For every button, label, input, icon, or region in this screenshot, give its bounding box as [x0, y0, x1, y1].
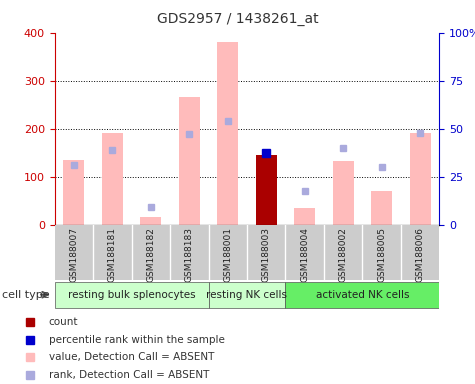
Bar [179, 98, 200, 225]
Text: value, Detection Call = ABSENT: value, Detection Call = ABSENT [48, 353, 214, 362]
Text: percentile rank within the sample: percentile rank within the sample [48, 334, 225, 344]
Bar [256, 155, 277, 225]
Bar [332, 161, 354, 225]
Text: GSM188182: GSM188182 [146, 227, 155, 282]
Bar [409, 134, 431, 225]
Text: rank, Detection Call = ABSENT: rank, Detection Call = ABSENT [48, 370, 209, 380]
Text: GSM188005: GSM188005 [377, 227, 386, 282]
Text: GSM188003: GSM188003 [262, 227, 271, 282]
Bar [55, 282, 209, 308]
Text: resting NK cells: resting NK cells [207, 290, 287, 300]
Text: GSM188007: GSM188007 [69, 227, 78, 282]
Text: GSM188004: GSM188004 [300, 227, 309, 282]
Text: GSM188001: GSM188001 [223, 227, 232, 282]
Bar [294, 208, 315, 225]
Bar [285, 282, 439, 308]
Text: GSM188181: GSM188181 [108, 227, 117, 282]
Bar [209, 282, 285, 308]
Text: activated NK cells: activated NK cells [316, 290, 409, 300]
Bar [256, 155, 277, 225]
Bar [102, 134, 123, 225]
Bar [140, 217, 162, 225]
Text: resting bulk splenocytes: resting bulk splenocytes [68, 290, 195, 300]
Bar [217, 42, 238, 225]
Text: cell type: cell type [2, 290, 50, 300]
Text: count: count [48, 317, 78, 327]
Text: GSM188183: GSM188183 [185, 227, 194, 282]
Text: GSM188006: GSM188006 [416, 227, 425, 282]
Text: GDS2957 / 1438261_at: GDS2957 / 1438261_at [157, 12, 318, 26]
Bar [371, 191, 392, 225]
Bar [63, 160, 85, 225]
Text: GSM188002: GSM188002 [339, 227, 348, 282]
